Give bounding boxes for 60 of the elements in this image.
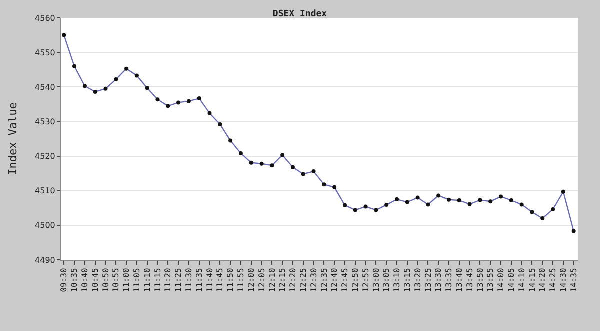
y-tick-label: 4520 <box>35 152 56 162</box>
x-tick-label: 10:45 <box>90 268 100 292</box>
x-tick-label: 11:40 <box>205 268 214 292</box>
x-tick-label: 11:35 <box>194 268 204 292</box>
y-tick-label: 4560 <box>35 14 56 23</box>
x-tick-label: 14:10 <box>517 268 526 292</box>
x-tick-label: 14:30 <box>559 268 568 292</box>
x-tick-label: 12:00 <box>246 268 256 292</box>
x-tick-label: 11:50 <box>226 268 236 292</box>
x-tick-label: 14:15 <box>528 268 537 292</box>
x-tick-label: 11:25 <box>174 268 184 292</box>
x-tick-label: 09:30 <box>60 268 69 292</box>
x-tick-label: 11:55 <box>236 268 246 292</box>
x-tick-label: 13:35 <box>444 268 454 292</box>
x-tick-label: 11:45 <box>216 268 225 292</box>
x-tick-label: 12:35 <box>320 268 329 292</box>
x-tick-label: 12:50 <box>350 268 360 292</box>
y-tick-label: 4500 <box>35 221 56 230</box>
x-tick-label: 11:20 <box>164 268 173 292</box>
x-tick-label: 12:05 <box>257 268 266 292</box>
x-tick-label: 12:20 <box>288 268 298 292</box>
y-axis-title: Index Value <box>6 102 20 176</box>
x-tick-label: 14:20 <box>538 268 548 292</box>
x-tick-label: 12:30 <box>309 268 318 292</box>
x-tick-label: 13:15 <box>403 268 412 292</box>
x-tick-label: 13:00 <box>372 268 381 292</box>
x-tick-label: 10:40 <box>80 268 90 292</box>
x-tick-label: 13:25 <box>424 268 433 292</box>
x-tick-label: 12:40 <box>330 268 340 292</box>
x-tick-label: 11:15 <box>153 268 162 292</box>
y-tick-label: 4490 <box>35 256 56 265</box>
x-tick-label: 13:45 <box>465 268 474 292</box>
y-tick-label: 4550 <box>35 48 56 58</box>
x-tick-label: 14:00 <box>496 268 506 292</box>
x-tick-label: 10:50 <box>101 268 110 292</box>
y-tick-label: 4530 <box>35 118 56 127</box>
x-tick-label: 11:00 <box>122 268 132 292</box>
x-tick-label: 10:55 <box>112 268 121 292</box>
x-tick-label: 12:25 <box>298 268 308 292</box>
x-tick-label: 14:05 <box>507 268 516 292</box>
x-tick-label: 14:35 <box>569 268 578 292</box>
x-tick-label: 12:10 <box>268 268 277 292</box>
x-tick-label: 13:30 <box>434 268 444 292</box>
y-tick-label: 4540 <box>35 82 56 92</box>
x-tick-label: 13:10 <box>392 268 402 292</box>
x-tick-label: 13:05 <box>382 268 392 292</box>
x-tick-label: 12:55 <box>361 268 370 292</box>
x-tick-label: 13:20 <box>413 268 422 292</box>
x-tick-label: 13:50 <box>476 268 485 292</box>
y-tick-label: 4510 <box>35 186 56 196</box>
chart-title: DSEX Index <box>272 9 328 20</box>
x-tick-label: 13:40 <box>455 268 464 292</box>
x-tick-label: 11:30 <box>184 268 194 292</box>
x-tick-label: 10:35 <box>70 268 80 292</box>
x-tick-label: 12:15 <box>278 268 288 292</box>
x-tick-label: 12:45 <box>340 268 350 292</box>
x-tick-label: 13:55 <box>486 268 496 292</box>
x-tick-label: 11:10 <box>142 268 152 292</box>
x-tick-label: 14:25 <box>548 268 558 292</box>
x-tick-label: 11:05 <box>132 268 142 292</box>
